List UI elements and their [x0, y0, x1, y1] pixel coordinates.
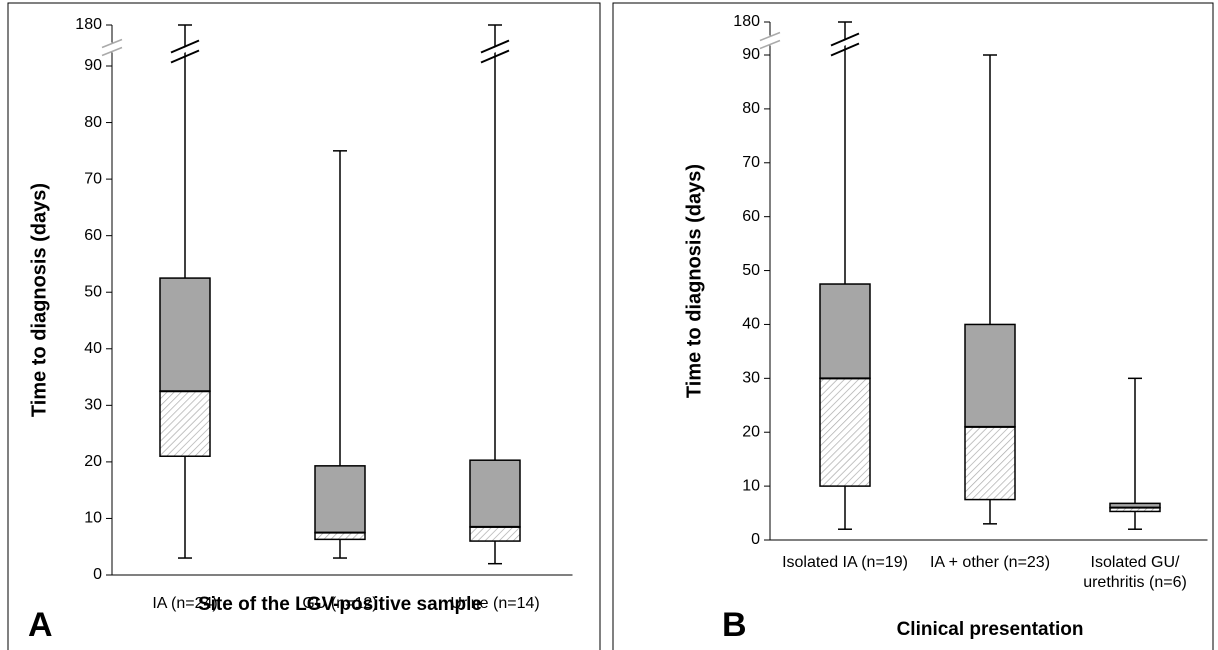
whisker-break [830, 42, 860, 57]
y-tick-label: 20 [742, 423, 760, 440]
x-tick-label: Isolated GU/ urethritis (n=6) [1083, 554, 1187, 591]
x-axis-label: Clinical presentation [897, 619, 1084, 640]
y-tick-label: 80 [742, 100, 760, 117]
whisker-break-gap [831, 34, 859, 52]
y-tick-label: 180 [75, 16, 102, 33]
whisker-break [830, 32, 860, 47]
x-tick-label: GU (n=12) [302, 595, 378, 612]
whisker-break [170, 39, 200, 54]
box-lower [314, 531, 366, 541]
y-tick-label: 0 [751, 531, 760, 548]
y-axis-label: Time to diagnosis (days) [28, 183, 50, 417]
whisker-break [480, 39, 510, 54]
y-tick-label: 70 [84, 170, 102, 187]
whisker-break [480, 49, 510, 64]
y-tick-label: 40 [742, 316, 760, 333]
box-lower [159, 390, 211, 457]
x-tick-label: Isolated IA (n=19) [782, 554, 908, 571]
whisker-break-gap [481, 41, 509, 59]
x-axis-label: Site of the LGV-positive sample [198, 594, 482, 615]
box-upper [159, 277, 211, 392]
y-tick-label: 60 [84, 227, 102, 244]
axis-break [759, 39, 781, 50]
y-tick-label: 90 [84, 57, 102, 74]
box-upper [314, 465, 366, 534]
x-tick-label: Urine (n=14) [450, 595, 540, 612]
y-tick-label: 0 [93, 566, 102, 583]
y-tick-label: 10 [742, 477, 760, 494]
box-lower [819, 377, 871, 487]
y-tick-label: 90 [742, 46, 760, 63]
whisker-break [170, 49, 200, 64]
y-tick-label: 180 [733, 13, 760, 30]
y-tick-label: 30 [742, 370, 760, 387]
y-tick-label: 30 [84, 397, 102, 414]
box-lower [469, 526, 521, 542]
whisker-break-gap [171, 41, 199, 59]
y-tick-label: 50 [84, 283, 102, 300]
x-tick-label: IA (n=24) [152, 595, 218, 612]
box-upper [819, 283, 871, 380]
y-tick-label: 40 [84, 340, 102, 357]
y-tick-label: 60 [742, 208, 760, 225]
panel-label: A [28, 606, 53, 644]
box-upper [469, 459, 521, 528]
y-tick-label: 50 [742, 262, 760, 279]
axis-break [759, 31, 781, 42]
x-tick-label: IA + other (n=23) [929, 554, 1051, 571]
box-upper [964, 323, 1016, 428]
box-lower [964, 426, 1016, 501]
y-tick-label: 80 [84, 114, 102, 131]
y-tick-label: 20 [84, 453, 102, 470]
panel-frame [7, 2, 601, 650]
panel-label: B [722, 606, 747, 644]
axis-break [101, 46, 123, 57]
axis-break [101, 38, 123, 49]
y-tick-label: 70 [742, 154, 760, 171]
y-axis-label: Time to diagnosis (days) [683, 164, 705, 398]
panel-frame [612, 2, 1214, 650]
y-tick-label: 10 [84, 510, 102, 527]
